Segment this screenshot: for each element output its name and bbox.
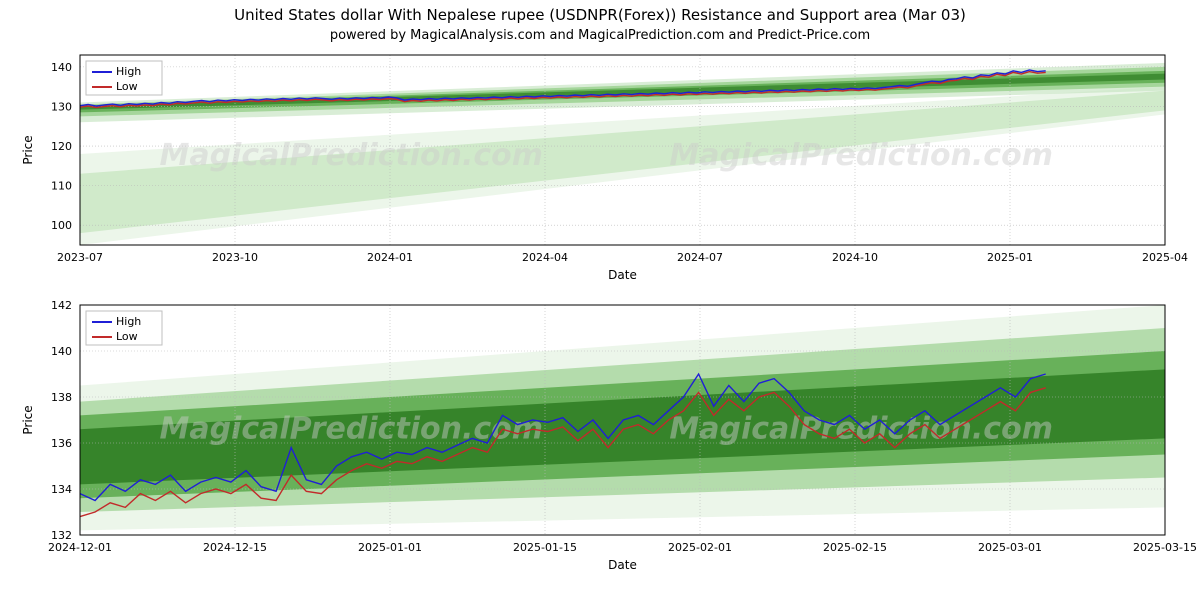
- svg-text:2025-02-15: 2025-02-15: [823, 541, 887, 554]
- svg-text:Price: Price: [21, 135, 35, 164]
- svg-text:2023-10: 2023-10: [212, 251, 258, 264]
- chart-top-svg: 100 110 120 130 140 2023-07 2023-10 2024-01 2024…: [0, 45, 1200, 295]
- svg-text:130: 130: [51, 100, 72, 113]
- svg-text:2025-03-01: 2025-03-01: [978, 541, 1042, 554]
- svg-text:138: 138: [51, 391, 72, 404]
- svg-text:2025-04: 2025-04: [1142, 251, 1188, 264]
- svg-text:MagicalPrediction.com: MagicalPrediction.com: [159, 411, 543, 446]
- svg-text:2024-04: 2024-04: [522, 251, 568, 264]
- svg-text:142: 142: [51, 299, 72, 312]
- svg-text:2023-07: 2023-07: [57, 251, 103, 264]
- svg-text:Date: Date: [608, 558, 637, 572]
- svg-text:Price: Price: [21, 405, 35, 434]
- svg-text:Low: Low: [116, 80, 138, 93]
- svg-text:2025-01-01: 2025-01-01: [358, 541, 422, 554]
- svg-text:Low: Low: [116, 330, 138, 343]
- svg-text:2024-12-01: 2024-12-01: [48, 541, 112, 554]
- svg-text:Date: Date: [608, 268, 637, 282]
- svg-text:2024-01: 2024-01: [367, 251, 413, 264]
- svg-text:140: 140: [51, 345, 72, 358]
- chart-title: United States dollar With Nepalese rupee…: [0, 0, 1200, 24]
- svg-text:140: 140: [51, 61, 72, 74]
- svg-text:2024-07: 2024-07: [677, 251, 723, 264]
- svg-text:120: 120: [51, 140, 72, 153]
- chart-bottom-svg: 1321341361381401422024-12-012024-12-1520…: [0, 295, 1200, 585]
- svg-text:MagicalPrediction.com: MagicalPrediction.com: [669, 138, 1053, 173]
- svg-text:134: 134: [51, 483, 72, 496]
- svg-text:136: 136: [51, 437, 72, 450]
- svg-text:High: High: [116, 65, 141, 78]
- svg-text:110: 110: [51, 180, 72, 193]
- svg-text:2025-01: 2025-01: [987, 251, 1033, 264]
- svg-text:High: High: [116, 315, 141, 328]
- svg-text:2024-12-15: 2024-12-15: [203, 541, 267, 554]
- chart-subtitle: powered by MagicalAnalysis.com and Magic…: [0, 24, 1200, 45]
- svg-text:2024-10: 2024-10: [832, 251, 878, 264]
- chart-bottom: 1321341361381401422024-12-012024-12-1520…: [0, 295, 1200, 585]
- svg-text:MagicalPrediction.com: MagicalPrediction.com: [669, 411, 1053, 446]
- svg-text:MagicalPrediction.com: MagicalPrediction.com: [159, 138, 543, 173]
- svg-text:2025-03-15: 2025-03-15: [1133, 541, 1197, 554]
- svg-text:100: 100: [51, 219, 72, 232]
- chart-top: 100 110 120 130 140 2023-07 2023-10 2024-01 2024…: [0, 45, 1200, 295]
- svg-text:2025-02-01: 2025-02-01: [668, 541, 732, 554]
- svg-text:2025-01-15: 2025-01-15: [513, 541, 577, 554]
